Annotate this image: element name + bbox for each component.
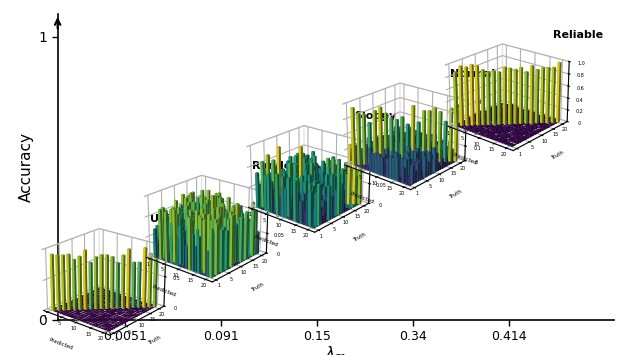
Y-axis label: Truth: Truth <box>448 189 463 200</box>
Y-axis label: Truth: Truth <box>250 282 264 293</box>
X-axis label: Predicted: Predicted <box>253 234 279 248</box>
X-axis label: Predicted: Predicted <box>452 153 477 166</box>
Y-axis label: Accuracy: Accuracy <box>19 132 34 202</box>
Text: Sloppy: Sloppy <box>355 111 397 121</box>
Y-axis label: Truth: Truth <box>352 232 367 243</box>
Text: Uniform: Uniform <box>150 214 200 224</box>
X-axis label: $\lambda_{m}$: $\lambda_{m}$ <box>325 344 347 355</box>
Text: Normal: Normal <box>451 69 495 79</box>
X-axis label: Predicted: Predicted <box>349 192 375 205</box>
X-axis label: Predicted: Predicted <box>151 284 177 297</box>
Y-axis label: Truth: Truth <box>550 150 565 161</box>
Text: Random: Random <box>252 161 303 171</box>
Text: Reliable: Reliable <box>553 30 603 40</box>
Y-axis label: Truth: Truth <box>147 335 162 346</box>
X-axis label: Predicted: Predicted <box>49 337 74 351</box>
